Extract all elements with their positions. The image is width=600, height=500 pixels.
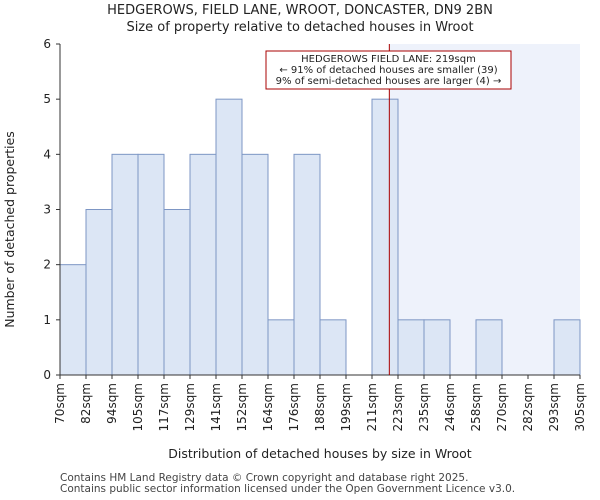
x-tick-label: 82sqm [79,383,93,424]
footer-line-1: Contains HM Land Registry data © Crown c… [60,472,469,484]
y-tick-label: 4 [43,147,51,161]
x-tick-label: 235sqm [417,383,431,431]
chart-title-block: HEDGEROWS, FIELD LANE, WROOT, DONCASTER,… [0,2,600,37]
x-tick-label: 117sqm [157,383,171,431]
bar [241,153,269,376]
bar [293,153,321,376]
histogram-chart: 0 1 2 3 4 5 6 70sqm 82sqm 94sqm 105sqm 117sqm 129sqm… [2,37,587,461]
x-tick-label: 282sqm [521,383,535,431]
chart-title: HEDGEROWS, FIELD LANE, WROOT, DONCASTER,… [107,3,493,18]
bar [85,209,113,376]
chart-subtitle: Size of property relative to detached ho… [126,20,474,35]
y-tick-label: 3 [43,203,51,217]
bar [423,319,451,376]
bar [553,319,581,376]
bar [267,319,295,376]
bar [215,98,243,376]
x-axis-label: Distribution of detached houses by size … [168,446,472,461]
x-tick-label: 258sqm [469,383,483,431]
bar [397,319,425,376]
x-tick-label: 105sqm [131,383,145,431]
x-tick-label: 70sqm [53,383,67,424]
annotation-text: 9% of semi-detached houses are larger (4… [276,76,502,87]
x-tick-label: 305sqm [573,383,587,431]
y-tick-label: 6 [43,37,51,51]
bar [189,153,217,376]
y-tick-label: 0 [43,368,51,382]
x-tick-label: 199sqm [339,383,353,431]
bar [163,209,191,376]
x-tick-label: 152sqm [235,383,249,431]
y-tick-label: 1 [43,313,51,327]
x-tick-label: 270sqm [495,383,509,431]
x-tick-label: 293sqm [547,383,561,431]
x-tick-label: 246sqm [443,383,457,431]
annotation-text: ← 91% of detached houses are smaller (39… [279,65,497,76]
x-tick-label: 211sqm [365,383,379,431]
bar [319,319,347,376]
bar [371,98,399,376]
annotation-box [265,50,512,90]
bar [111,153,139,376]
bar [137,153,165,376]
footer-line-2: Contains public sector information licen… [60,483,516,495]
y-axis-label: Number of detached properties [2,131,17,328]
x-tick-label: 188sqm [313,383,327,431]
bar [59,264,87,376]
x-tick-label: 141sqm [209,383,223,431]
attribution-footer: Contains HM Land Registry data © Crown c… [60,473,515,495]
bar [475,319,503,376]
x-tick-label: 176sqm [287,383,301,431]
x-tick-label: 223sqm [391,383,405,431]
x-tick-label: 164sqm [261,383,275,431]
x-tick-label: 129sqm [183,383,197,431]
y-tick-label: 2 [43,258,51,272]
y-tick-label: 5 [43,92,51,106]
x-tick-label: 94sqm [105,383,119,424]
annotation-text: HEDGEROWS FIELD LANE: 219sqm [301,54,476,65]
